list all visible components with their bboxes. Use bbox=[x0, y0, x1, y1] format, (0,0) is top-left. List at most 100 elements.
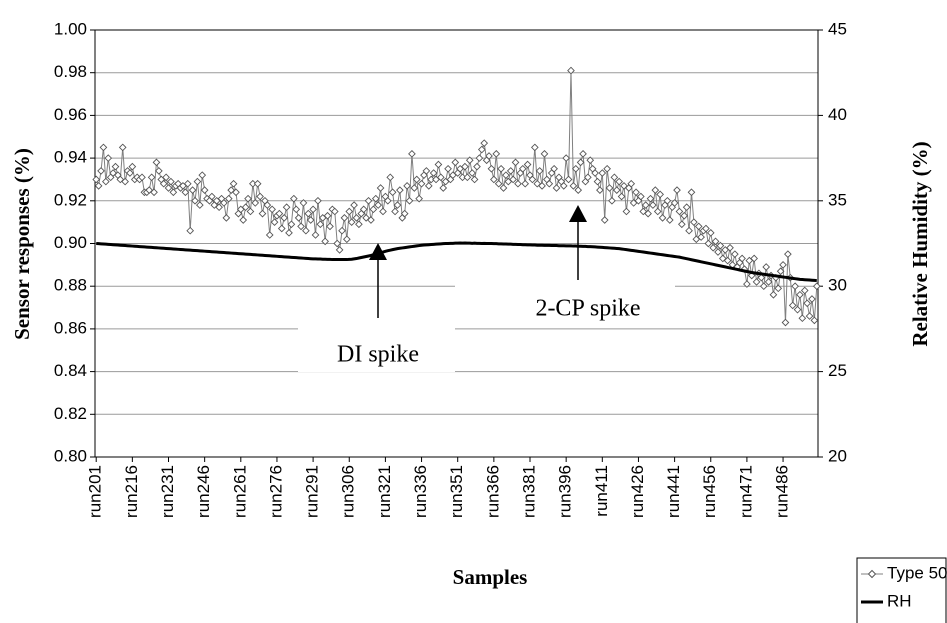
data-point bbox=[704, 239, 713, 248]
data-point bbox=[282, 203, 291, 212]
data-point bbox=[644, 209, 652, 218]
data-point bbox=[475, 154, 484, 162]
data-point bbox=[244, 194, 252, 203]
data-point bbox=[215, 203, 223, 212]
data-point bbox=[415, 194, 423, 203]
data-point bbox=[545, 179, 554, 188]
data-point bbox=[680, 211, 689, 220]
x-tick-label: run411 bbox=[592, 465, 611, 517]
data-point bbox=[376, 184, 385, 192]
data-point bbox=[584, 173, 592, 182]
data-point bbox=[289, 194, 298, 203]
data-point bbox=[391, 207, 399, 216]
data-point bbox=[562, 154, 570, 162]
data-point bbox=[709, 243, 718, 252]
data-point bbox=[239, 216, 248, 224]
data-point bbox=[497, 164, 505, 173]
data-point bbox=[280, 214, 289, 222]
data-point bbox=[653, 207, 662, 216]
data-point bbox=[220, 199, 228, 207]
data-point bbox=[396, 186, 404, 194]
data-point bbox=[521, 179, 530, 188]
x-tick-label: run456 bbox=[700, 465, 719, 518]
data-point bbox=[658, 214, 667, 222]
data-point bbox=[367, 216, 375, 224]
data-point bbox=[535, 167, 544, 175]
data-point bbox=[781, 318, 790, 327]
data-point bbox=[183, 179, 192, 188]
y-tick-label: 0.80 bbox=[54, 446, 87, 465]
legend-label: Type 501 bbox=[887, 563, 947, 582]
x-tick-label: run306 bbox=[339, 465, 358, 518]
data-point bbox=[627, 179, 636, 188]
data-point bbox=[670, 199, 679, 207]
y2-tick-label: 25 bbox=[828, 361, 847, 380]
data-point bbox=[258, 209, 267, 218]
data-point bbox=[569, 182, 578, 190]
data-point bbox=[651, 186, 660, 194]
data-point bbox=[586, 156, 595, 165]
data-point bbox=[468, 169, 477, 177]
data-point bbox=[359, 205, 368, 214]
data-point bbox=[379, 207, 387, 216]
data-point bbox=[490, 175, 498, 184]
data-point bbox=[439, 184, 448, 192]
data-point bbox=[434, 160, 443, 169]
data-point bbox=[304, 209, 313, 218]
data-point bbox=[726, 243, 734, 252]
data-point bbox=[97, 167, 105, 175]
data-point bbox=[118, 143, 127, 152]
data-point bbox=[229, 179, 238, 188]
data-point bbox=[246, 207, 255, 216]
data-point bbox=[690, 218, 698, 226]
data-point bbox=[617, 192, 626, 201]
data-point bbox=[451, 158, 460, 167]
data-point bbox=[723, 256, 732, 265]
data-point bbox=[256, 192, 264, 201]
data-point bbox=[600, 216, 609, 224]
grid: 0.80 0.82 0.84 0.86 0.88 0.90 0.92 0.94 0.96 0.98… bbox=[54, 19, 847, 517]
data-point bbox=[138, 173, 146, 182]
x-tick-label: run396 bbox=[556, 465, 575, 518]
y2-tick-label: 45 bbox=[828, 19, 847, 38]
data-point bbox=[285, 228, 293, 237]
data-point bbox=[275, 209, 284, 218]
data-point bbox=[759, 282, 768, 291]
data-point bbox=[598, 169, 607, 177]
data-point bbox=[567, 66, 575, 75]
data-point bbox=[752, 278, 761, 286]
data-point bbox=[779, 261, 787, 269]
data-point bbox=[465, 156, 474, 165]
data-point bbox=[162, 173, 170, 182]
plot bbox=[92, 66, 821, 327]
annotation-box bbox=[455, 282, 675, 328]
data-point bbox=[388, 188, 397, 197]
data-point bbox=[104, 154, 113, 162]
data-point bbox=[485, 152, 493, 160]
data-point bbox=[412, 175, 421, 184]
data-point bbox=[803, 299, 811, 308]
data-point bbox=[436, 173, 445, 182]
data-point bbox=[330, 207, 339, 216]
y2-tick-label: 35 bbox=[828, 190, 847, 209]
data-point bbox=[147, 173, 156, 182]
data-point bbox=[477, 145, 486, 154]
data-point bbox=[637, 192, 645, 201]
data-point bbox=[121, 177, 129, 186]
y-tick-label: 0.98 bbox=[54, 62, 87, 81]
y2-tick-label: 30 bbox=[828, 276, 847, 295]
data-point bbox=[355, 220, 363, 229]
data-point bbox=[559, 182, 568, 190]
data-point bbox=[492, 149, 501, 158]
annotation-box bbox=[298, 320, 455, 372]
data-point bbox=[649, 201, 657, 209]
data-point bbox=[550, 164, 558, 173]
data-point bbox=[345, 207, 354, 216]
data-point bbox=[400, 209, 409, 218]
data-point bbox=[321, 237, 329, 246]
data-point bbox=[494, 179, 503, 188]
data-point bbox=[798, 314, 807, 323]
data-point bbox=[805, 312, 814, 320]
data-point bbox=[702, 224, 710, 233]
x-tick-label: run261 bbox=[230, 465, 249, 518]
